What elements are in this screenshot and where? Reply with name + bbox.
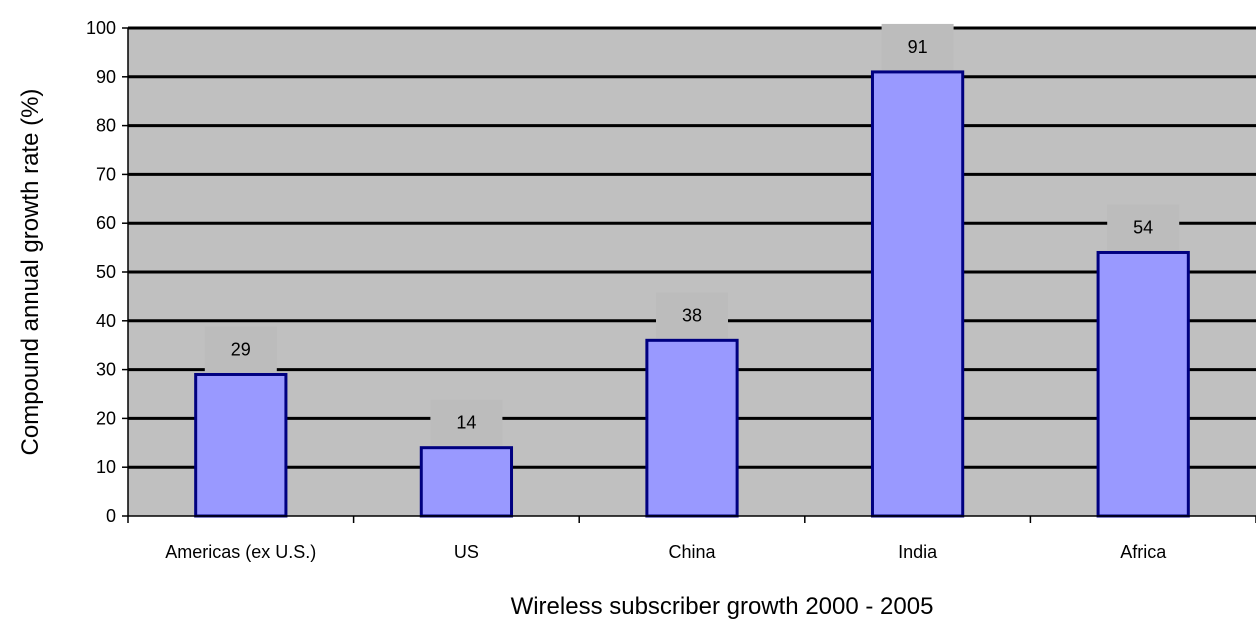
data-label-box <box>1107 204 1180 251</box>
y-tick-label: 80 <box>96 116 116 136</box>
x-tick-label: Africa <box>1120 542 1167 562</box>
x-tick-label: US <box>454 542 479 562</box>
y-tick-label: 50 <box>96 262 116 282</box>
y-tick-label: 40 <box>96 311 116 331</box>
axes: 0 10 20 30 40 50 60 70 80 90 100 Americas (ex U.S.)… <box>86 18 1256 562</box>
y-tick-label: 90 <box>96 67 116 87</box>
x-tick-label: India <box>898 542 938 562</box>
data-label: 38 <box>682 305 702 325</box>
data-label: 29 <box>231 339 251 359</box>
bar-0 <box>194 372 288 518</box>
data-label-box <box>204 326 277 373</box>
y-tick-label: 30 <box>96 360 116 380</box>
data-labels: 29 14 38 91 54 <box>204 23 1180 446</box>
y-tick-label: 70 <box>96 164 116 184</box>
x-tick-label: Americas (ex U.S.) <box>165 542 316 562</box>
bar-1 <box>419 446 514 518</box>
y-tick-label: 10 <box>96 457 116 477</box>
bar-4 <box>1096 250 1190 518</box>
y-axis-title: Compound annual growth rate (%) <box>17 89 44 456</box>
data-label: 91 <box>908 37 928 57</box>
data-label-box <box>881 23 954 70</box>
bar-3 <box>870 70 965 518</box>
data-label-box <box>430 399 503 446</box>
data-label: 54 <box>1133 217 1153 237</box>
y-tick-label: 60 <box>96 213 116 233</box>
y-tick-label: 0 <box>106 506 116 526</box>
y-tick-label: 100 <box>86 18 116 38</box>
bar-2 <box>645 338 739 518</box>
x-axis-title: Wireless subscriber growth 2000 - 2005 <box>511 593 934 620</box>
y-tick-label: 20 <box>96 408 116 428</box>
bars <box>194 70 1190 518</box>
x-tick-label: China <box>668 542 716 562</box>
data-label-box <box>656 292 728 339</box>
data-label: 14 <box>456 413 476 433</box>
